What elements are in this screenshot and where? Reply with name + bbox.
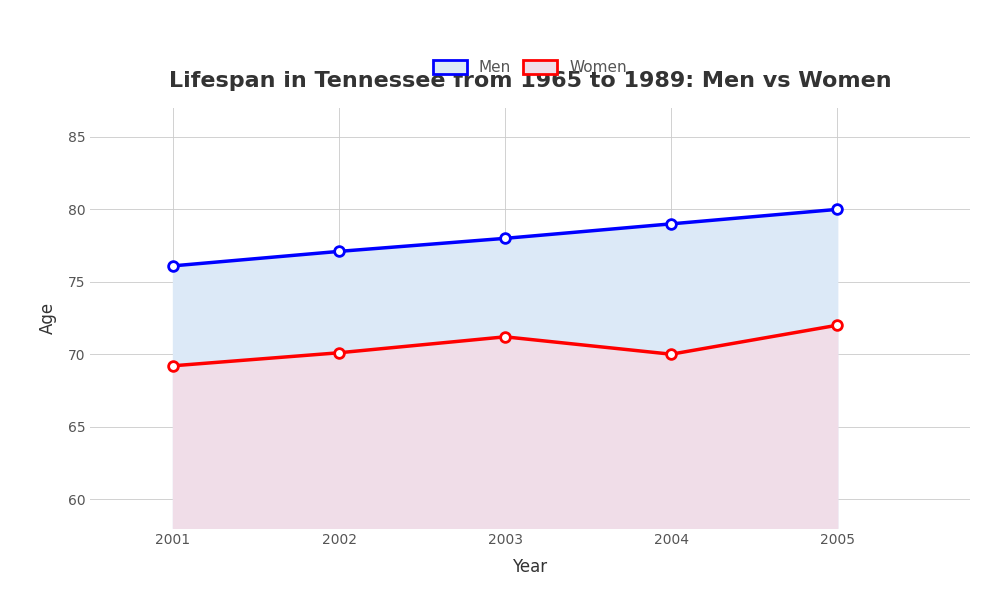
Title: Lifespan in Tennessee from 1965 to 1989: Men vs Women: Lifespan in Tennessee from 1965 to 1989:… bbox=[169, 71, 891, 91]
Y-axis label: Age: Age bbox=[38, 302, 56, 334]
Legend: Men, Women: Men, Women bbox=[425, 53, 635, 83]
X-axis label: Year: Year bbox=[512, 558, 548, 576]
